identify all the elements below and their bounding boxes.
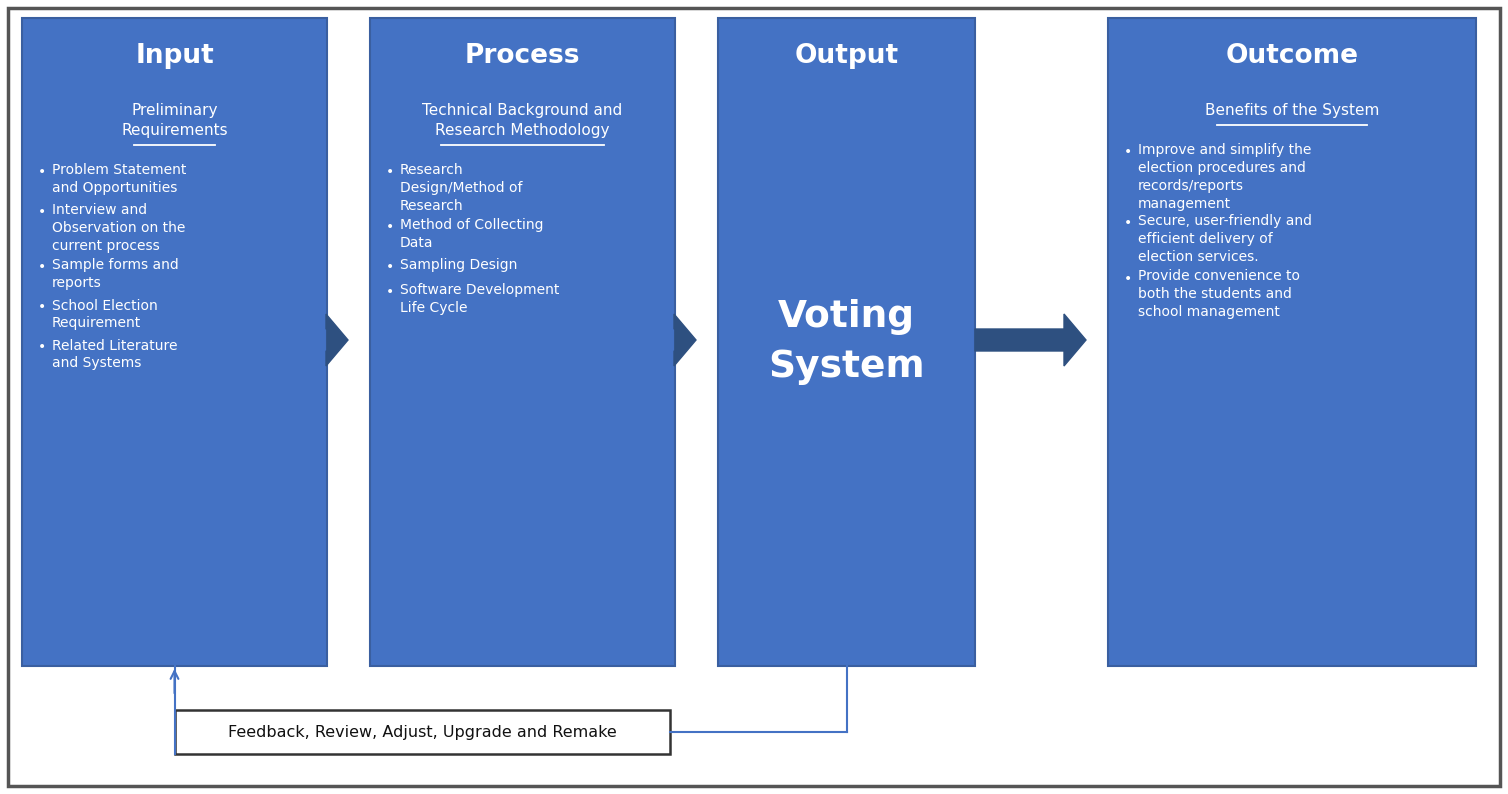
Text: Input: Input: [136, 43, 214, 69]
Text: Outcome: Outcome: [1226, 43, 1359, 69]
FancyArrow shape: [674, 314, 697, 366]
Text: •: •: [386, 165, 394, 179]
Bar: [1108, 18, 1476, 666]
Text: •: •: [38, 205, 47, 219]
Text: Method of Collecting
Data: Method of Collecting Data: [400, 218, 543, 250]
Text: Problem Statement
and Opportunities: Problem Statement and Opportunities: [51, 163, 187, 195]
Text: •: •: [386, 260, 394, 275]
Text: Improve and simplify the
election procedures and
records/reports
management: Improve and simplify the election proced…: [1139, 143, 1312, 210]
Text: Preliminary: Preliminary: [131, 103, 217, 118]
Text: Research
Design/Method of
Research: Research Design/Method of Research: [400, 163, 522, 213]
Text: Provide convenience to
both the students and
school management: Provide convenience to both the students…: [1139, 269, 1300, 319]
Text: Interview and
Observation on the
current process: Interview and Observation on the current…: [51, 203, 185, 252]
Bar: [23, 18, 327, 666]
Text: •: •: [38, 165, 47, 179]
FancyArrow shape: [326, 314, 348, 366]
Text: School Election
Requirement: School Election Requirement: [51, 299, 158, 330]
Bar: [175, 710, 670, 754]
Text: Research Methodology: Research Methodology: [436, 123, 609, 138]
Text: Secure, user-friendly and
efficient delivery of
election services.: Secure, user-friendly and efficient deli…: [1139, 214, 1312, 264]
FancyArrow shape: [976, 314, 1086, 366]
Text: •: •: [1123, 272, 1133, 286]
Text: •: •: [386, 221, 394, 234]
Text: •: •: [38, 260, 47, 275]
Text: Related Literature
and Systems: Related Literature and Systems: [51, 338, 178, 370]
Text: Sample forms and
reports: Sample forms and reports: [51, 259, 179, 291]
Text: Process: Process: [464, 43, 581, 69]
Text: Software Development
Life Cycle: Software Development Life Cycle: [400, 283, 559, 315]
Text: Technical Background and: Technical Background and: [422, 103, 623, 118]
Text: Feedback, Review, Adjust, Upgrade and Remake: Feedback, Review, Adjust, Upgrade and Re…: [228, 724, 617, 739]
Text: •: •: [1123, 216, 1133, 230]
Bar: [718, 18, 976, 666]
Text: Requirements: Requirements: [121, 123, 228, 138]
Bar: [369, 18, 676, 666]
Text: Output: Output: [795, 43, 899, 69]
Text: Sampling Design: Sampling Design: [400, 259, 517, 272]
Text: Voting
System: Voting System: [768, 299, 924, 385]
Text: •: •: [38, 300, 47, 314]
Text: Benefits of the System: Benefits of the System: [1205, 103, 1380, 118]
Text: •: •: [1123, 145, 1133, 159]
Text: •: •: [38, 341, 47, 354]
Text: •: •: [386, 285, 394, 299]
